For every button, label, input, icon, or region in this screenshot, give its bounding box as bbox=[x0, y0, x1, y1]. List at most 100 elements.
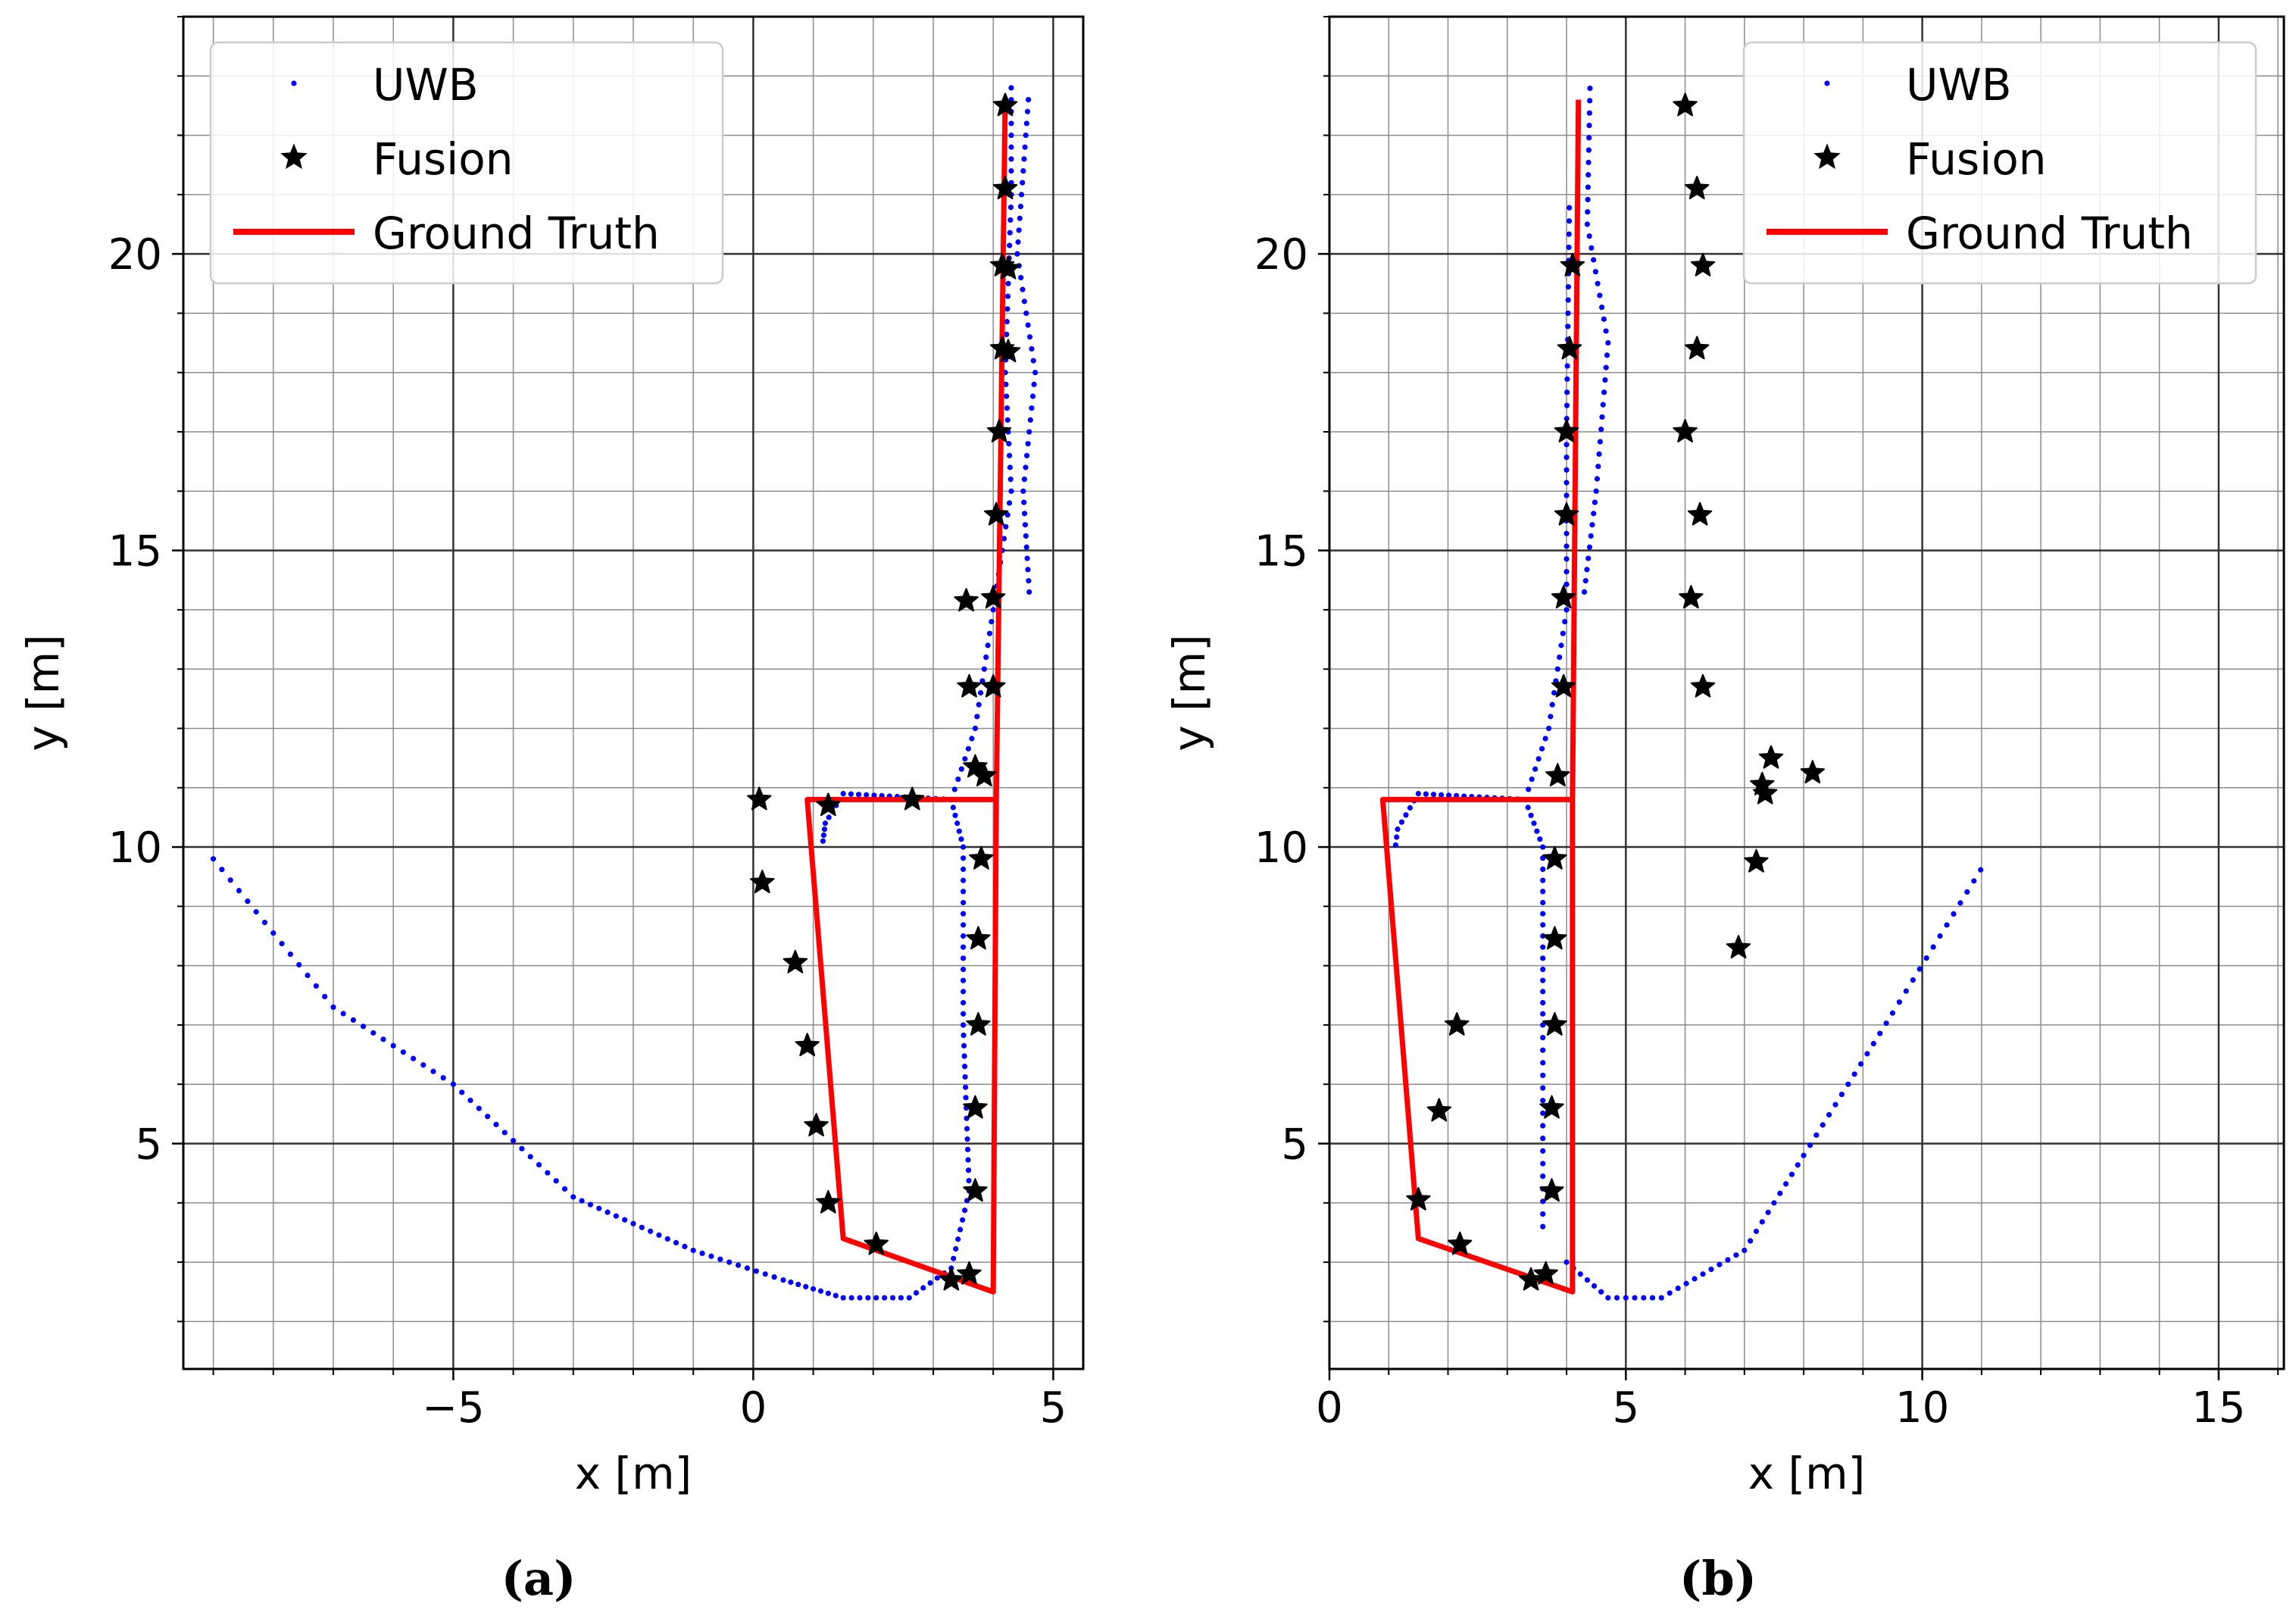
uwb-point bbox=[825, 1290, 831, 1296]
uwb-point bbox=[951, 1255, 957, 1261]
uwb-point bbox=[1008, 144, 1014, 150]
uwb-point bbox=[1540, 1022, 1546, 1028]
uwb-point bbox=[1007, 230, 1013, 236]
uwb-point bbox=[1023, 464, 1029, 470]
uwb-point bbox=[1031, 381, 1037, 387]
fusion-point bbox=[963, 1095, 988, 1119]
uwb-point bbox=[1632, 1295, 1638, 1301]
uwb-point bbox=[1565, 310, 1571, 317]
uwb-point bbox=[1018, 192, 1025, 198]
uwb-point bbox=[1599, 414, 1605, 420]
uwb-point bbox=[1557, 654, 1563, 661]
fusion-point bbox=[1685, 176, 1710, 199]
uwb-point bbox=[771, 1274, 777, 1280]
uwb-point bbox=[1563, 581, 1570, 587]
uwb-point bbox=[1540, 1224, 1546, 1230]
y-tick-label: 15 bbox=[1254, 527, 1308, 577]
x-tick-label: 5 bbox=[1040, 1383, 1067, 1433]
uwb-point bbox=[1700, 1271, 1706, 1277]
uwb-point bbox=[1877, 1030, 1883, 1036]
uwb-point bbox=[1595, 280, 1601, 286]
uwb-point bbox=[648, 1228, 654, 1234]
fusion-point bbox=[939, 1267, 964, 1291]
fusion-point bbox=[981, 673, 1006, 698]
uwb-point bbox=[411, 1055, 417, 1061]
uwb-point bbox=[1951, 911, 1957, 917]
uwb-point bbox=[1592, 269, 1598, 275]
uwb-point bbox=[1004, 417, 1011, 423]
uwb-point bbox=[962, 1074, 968, 1080]
uwb-point bbox=[717, 1256, 723, 1262]
y-tick-label: 20 bbox=[108, 230, 162, 280]
uwb-point bbox=[1020, 180, 1026, 186]
uwb-point bbox=[1783, 1181, 1789, 1187]
uwb-point bbox=[1589, 522, 1595, 528]
uwb-point bbox=[1003, 523, 1009, 530]
uwb-point bbox=[961, 844, 967, 850]
x-axis-label: x [m] bbox=[1748, 1448, 1866, 1499]
uwb-point bbox=[1585, 159, 1592, 166]
uwb-point bbox=[1564, 363, 1570, 369]
uwb-point bbox=[1717, 1261, 1723, 1267]
fusion-point bbox=[1518, 1267, 1544, 1291]
fusion-point bbox=[972, 763, 997, 786]
uwb-point bbox=[977, 689, 984, 696]
uwb-point bbox=[708, 1253, 714, 1259]
uwb-point bbox=[1008, 132, 1014, 139]
y-tick-label: 20 bbox=[1254, 230, 1308, 280]
uwb-point bbox=[1588, 245, 1595, 251]
uwb-point bbox=[1598, 427, 1604, 433]
uwb-point bbox=[961, 955, 967, 961]
uwb-point bbox=[1540, 1060, 1546, 1066]
fusion-point bbox=[816, 792, 841, 817]
uwb-point bbox=[1430, 792, 1437, 798]
uwb-point bbox=[1563, 1259, 1570, 1265]
uwb-point bbox=[1540, 866, 1546, 873]
fusion-point bbox=[986, 419, 1012, 442]
y-tick-label: 5 bbox=[135, 1120, 162, 1170]
uwb-point bbox=[1586, 110, 1592, 116]
uwb-point bbox=[1586, 122, 1592, 129]
uwb-point bbox=[1008, 488, 1014, 494]
uwb-point bbox=[1566, 218, 1573, 224]
uwb-point bbox=[961, 866, 967, 873]
uwb-point bbox=[1788, 1171, 1795, 1177]
uwb-point bbox=[604, 1209, 611, 1215]
uwb-point bbox=[1591, 257, 1597, 263]
uwb-point bbox=[476, 1105, 482, 1111]
uwb-point bbox=[1021, 298, 1027, 305]
uwb-point bbox=[961, 1207, 968, 1214]
uwb-point bbox=[313, 983, 319, 989]
uwb-point bbox=[1398, 819, 1405, 825]
uwb-point bbox=[961, 1064, 968, 1070]
uwb-point bbox=[753, 1268, 759, 1274]
uwb-point bbox=[1015, 239, 1021, 245]
fusion-point bbox=[1744, 849, 1769, 873]
uwb-point bbox=[1597, 439, 1603, 445]
uwb-point bbox=[1540, 877, 1546, 883]
uwb-point bbox=[1587, 98, 1593, 104]
uwb-point bbox=[1675, 1285, 1681, 1292]
fusion-point bbox=[1673, 419, 1698, 442]
uwb-point bbox=[1007, 464, 1013, 470]
fusion-point bbox=[963, 1178, 988, 1202]
uwb-point bbox=[296, 961, 302, 968]
uwb-point bbox=[1017, 203, 1024, 210]
uwb-point bbox=[1725, 1257, 1731, 1263]
uwb-point bbox=[913, 1289, 920, 1296]
uwb-point bbox=[985, 642, 991, 648]
uwb-point bbox=[840, 1295, 846, 1301]
uwb-point bbox=[1540, 1148, 1546, 1154]
fusion-point bbox=[1679, 585, 1704, 609]
fusion-point bbox=[1554, 419, 1579, 442]
uwb-point bbox=[1540, 922, 1546, 928]
uwb-point bbox=[961, 855, 967, 861]
uwb-point bbox=[795, 1281, 801, 1288]
uwb-point bbox=[1549, 702, 1555, 708]
uwb-point bbox=[340, 1011, 346, 1017]
uwb-point bbox=[390, 1042, 396, 1049]
x-tick-label: 0 bbox=[740, 1383, 767, 1433]
uwb-point bbox=[1023, 544, 1029, 550]
fusion-point bbox=[1753, 780, 1778, 805]
uwb-point bbox=[1857, 1061, 1864, 1067]
